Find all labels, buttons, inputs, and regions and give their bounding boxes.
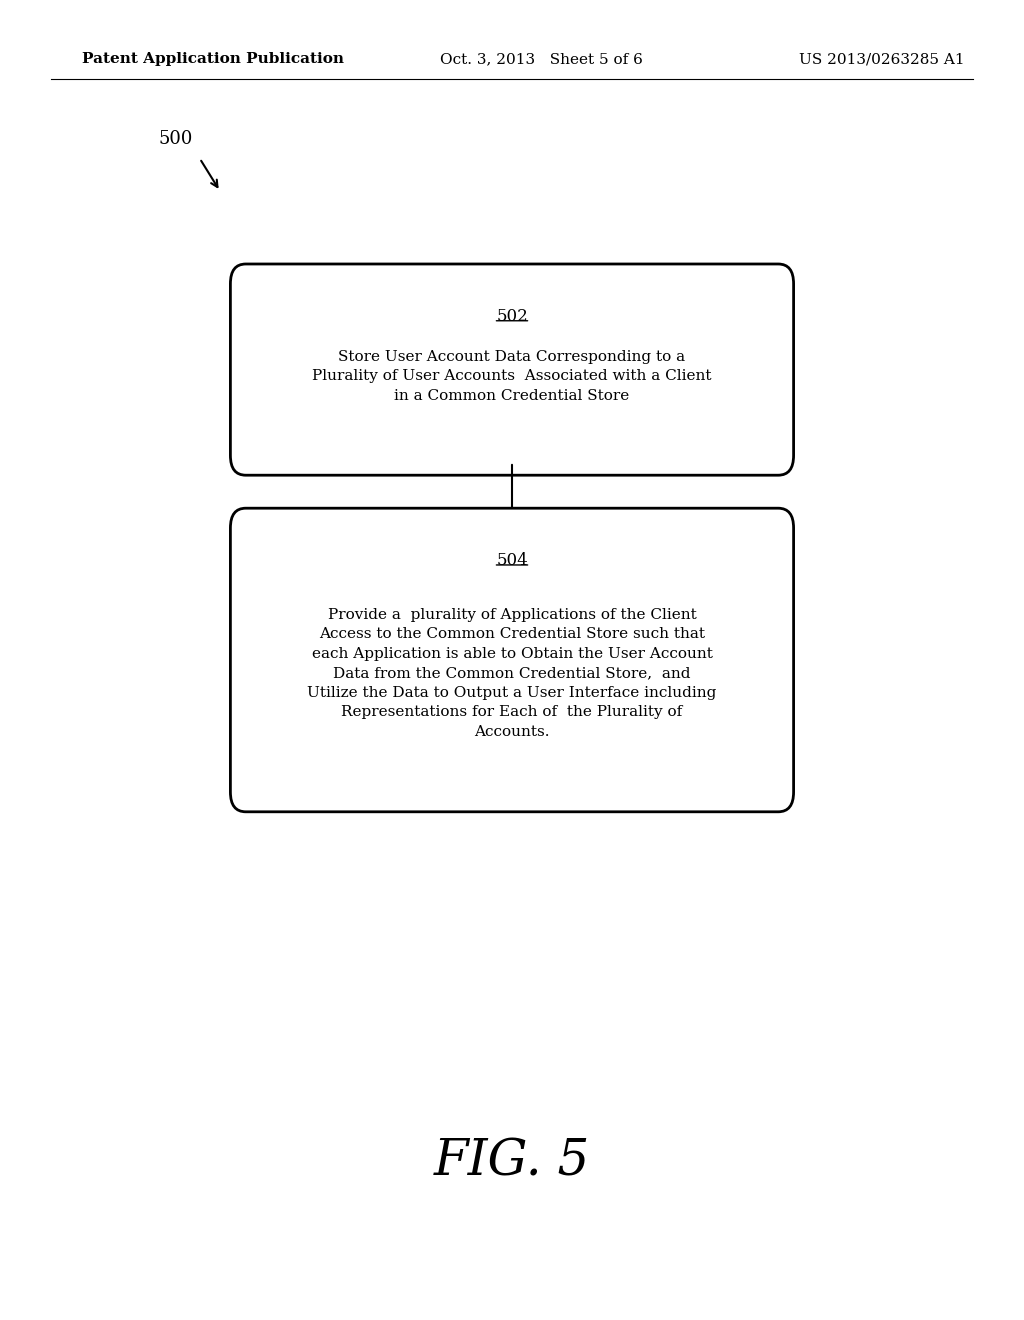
Text: 500: 500: [159, 129, 194, 148]
Text: 504: 504: [496, 552, 528, 569]
Text: FIG. 5: FIG. 5: [434, 1137, 590, 1187]
FancyBboxPatch shape: [230, 508, 794, 812]
Text: US 2013/0263285 A1: US 2013/0263285 A1: [799, 53, 965, 66]
Text: Store User Account Data Corresponding to a
Plurality of User Accounts  Associate: Store User Account Data Corresponding to…: [312, 350, 712, 403]
Text: Oct. 3, 2013   Sheet 5 of 6: Oct. 3, 2013 Sheet 5 of 6: [440, 53, 643, 66]
Text: Patent Application Publication: Patent Application Publication: [82, 53, 344, 66]
FancyBboxPatch shape: [230, 264, 794, 475]
Text: 502: 502: [496, 308, 528, 325]
Text: Provide a  plurality of Applications of the Client
Access to the Common Credenti: Provide a plurality of Applications of t…: [307, 607, 717, 739]
